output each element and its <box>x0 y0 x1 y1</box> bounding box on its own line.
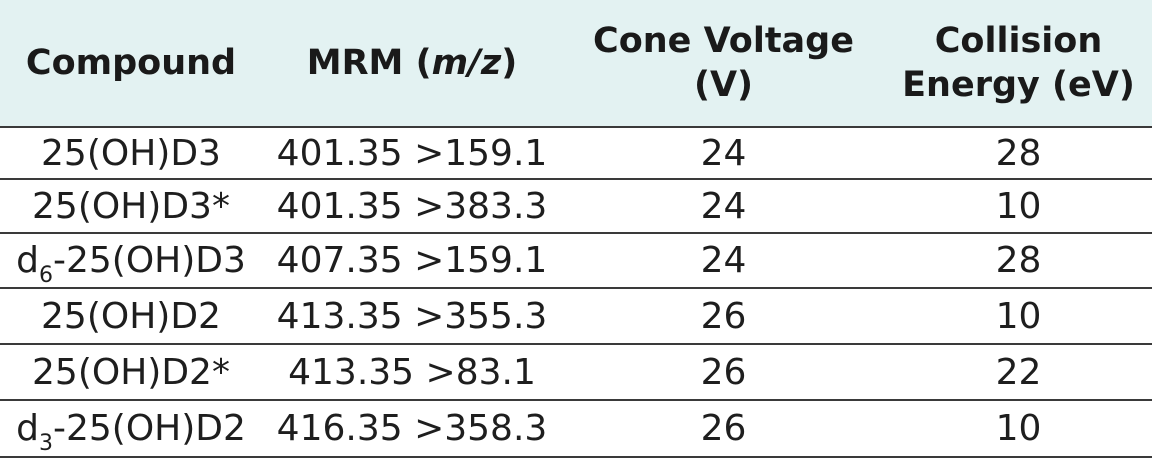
cell-mrm: 413.35 >355.3 <box>262 288 562 345</box>
cell-collision-energy: 28 <box>885 127 1152 180</box>
header-compound-label: Compound <box>25 43 237 83</box>
header-row: Compound MRM (m/z) Cone Voltage (V) Coll… <box>0 0 1152 128</box>
table-row: 25(OH)D3* 401.35 >383.3 24 10 <box>0 179 1152 234</box>
cell-cone-voltage: 26 <box>562 400 885 458</box>
header-cone-voltage-line1: Cone Voltage <box>593 21 854 61</box>
cell-cone-voltage: 24 <box>562 127 885 180</box>
table-row: 25(OH)D2* 413.35 >83.1 26 22 <box>0 344 1152 401</box>
table-row: d3-25(OH)D2 416.35 >358.3 26 10 <box>0 400 1152 458</box>
table-row: 25(OH)D2 413.35 >355.3 26 10 <box>0 288 1152 345</box>
compound-name: -25(OH)D2 <box>52 408 246 449</box>
compound-isotope-subscript: 6 <box>38 263 53 288</box>
cell-compound: 25(OH)D2* <box>0 344 262 401</box>
header-collision-energy-line1: Collision <box>934 21 1103 61</box>
cell-collision-energy: 10 <box>885 400 1152 458</box>
cell-cone-voltage: 24 <box>562 233 885 289</box>
table-row: d6-25(OH)D3 407.35 >159.1 24 28 <box>0 233 1152 289</box>
compound-name: 25(OH)D2* <box>32 351 230 393</box>
cell-compound: d3-25(OH)D2 <box>0 400 262 458</box>
cell-cone-voltage: 26 <box>562 344 885 401</box>
cell-compound: d6-25(OH)D3 <box>0 233 262 289</box>
compound-name: 25(OH)D2 <box>41 295 221 337</box>
compound-prefix: d <box>16 240 39 281</box>
header-mrm-suffix: ) <box>501 43 518 83</box>
header-mrm-prefix: MRM ( <box>306 43 432 83</box>
cell-collision-energy: 10 <box>885 179 1152 234</box>
cell-cone-voltage: 26 <box>562 288 885 345</box>
cell-compound: 25(OH)D3* <box>0 179 262 234</box>
cell-compound: 25(OH)D3 <box>0 127 262 180</box>
compound-isotope-subscript: 3 <box>38 431 53 456</box>
cell-mrm: 416.35 >358.3 <box>262 400 562 458</box>
cell-collision-energy: 22 <box>885 344 1152 401</box>
cell-cone-voltage: 24 <box>562 179 885 234</box>
table-row: 25(OH)D3 401.35 >159.1 24 28 <box>0 127 1152 180</box>
header-collision-energy-line2: Energy (eV) <box>902 65 1135 105</box>
header-mrm-unit: m/z <box>431 43 502 83</box>
cell-mrm: 407.35 >159.1 <box>262 233 562 289</box>
header-mrm: MRM (m/z) <box>262 0 562 128</box>
compound-name: 25(OH)D3* <box>32 185 230 227</box>
cell-mrm: 413.35 >83.1 <box>262 344 562 401</box>
compound-name: -25(OH)D3 <box>52 240 246 281</box>
cell-compound: 25(OH)D2 <box>0 288 262 345</box>
cell-collision-energy: 10 <box>885 288 1152 345</box>
cell-mrm: 401.35 >159.1 <box>262 127 562 180</box>
table-body: 25(OH)D3 401.35 >159.1 24 28 25(OH)D3* 4… <box>0 127 1152 458</box>
table-header: Compound MRM (m/z) Cone Voltage (V) Coll… <box>0 0 1152 128</box>
cell-collision-energy: 28 <box>885 233 1152 289</box>
compound-prefix: d <box>16 408 39 449</box>
header-cone-voltage: Cone Voltage (V) <box>562 0 885 128</box>
compound-name: 25(OH)D3 <box>41 132 221 174</box>
header-compound: Compound <box>0 0 262 128</box>
cell-mrm: 401.35 >383.3 <box>262 179 562 234</box>
header-collision-energy: Collision Energy (eV) <box>885 0 1152 128</box>
header-cone-voltage-line2: (V) <box>693 65 754 105</box>
